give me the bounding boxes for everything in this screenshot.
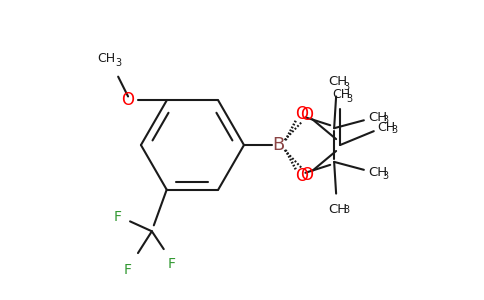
- Text: 3: 3: [383, 115, 389, 125]
- Text: 3: 3: [392, 125, 398, 135]
- Text: CH: CH: [378, 121, 396, 134]
- Text: CH: CH: [97, 52, 115, 65]
- Text: 3: 3: [383, 171, 389, 181]
- Text: 3: 3: [115, 58, 121, 68]
- Text: O: O: [295, 167, 308, 185]
- Text: F: F: [124, 263, 132, 277]
- Text: F: F: [167, 257, 176, 271]
- Text: CH: CH: [368, 166, 387, 179]
- Text: O: O: [300, 106, 313, 124]
- Text: B: B: [272, 136, 285, 154]
- Text: F: F: [114, 210, 122, 224]
- Text: O: O: [121, 92, 134, 110]
- Text: CH: CH: [332, 88, 350, 101]
- Text: 3: 3: [343, 82, 349, 92]
- Text: 3: 3: [346, 94, 352, 104]
- Text: CH: CH: [328, 202, 348, 215]
- Text: CH: CH: [368, 111, 387, 124]
- Text: 3: 3: [343, 206, 349, 215]
- Text: CH: CH: [328, 75, 348, 88]
- Text: O: O: [295, 105, 308, 123]
- Text: O: O: [300, 166, 313, 184]
